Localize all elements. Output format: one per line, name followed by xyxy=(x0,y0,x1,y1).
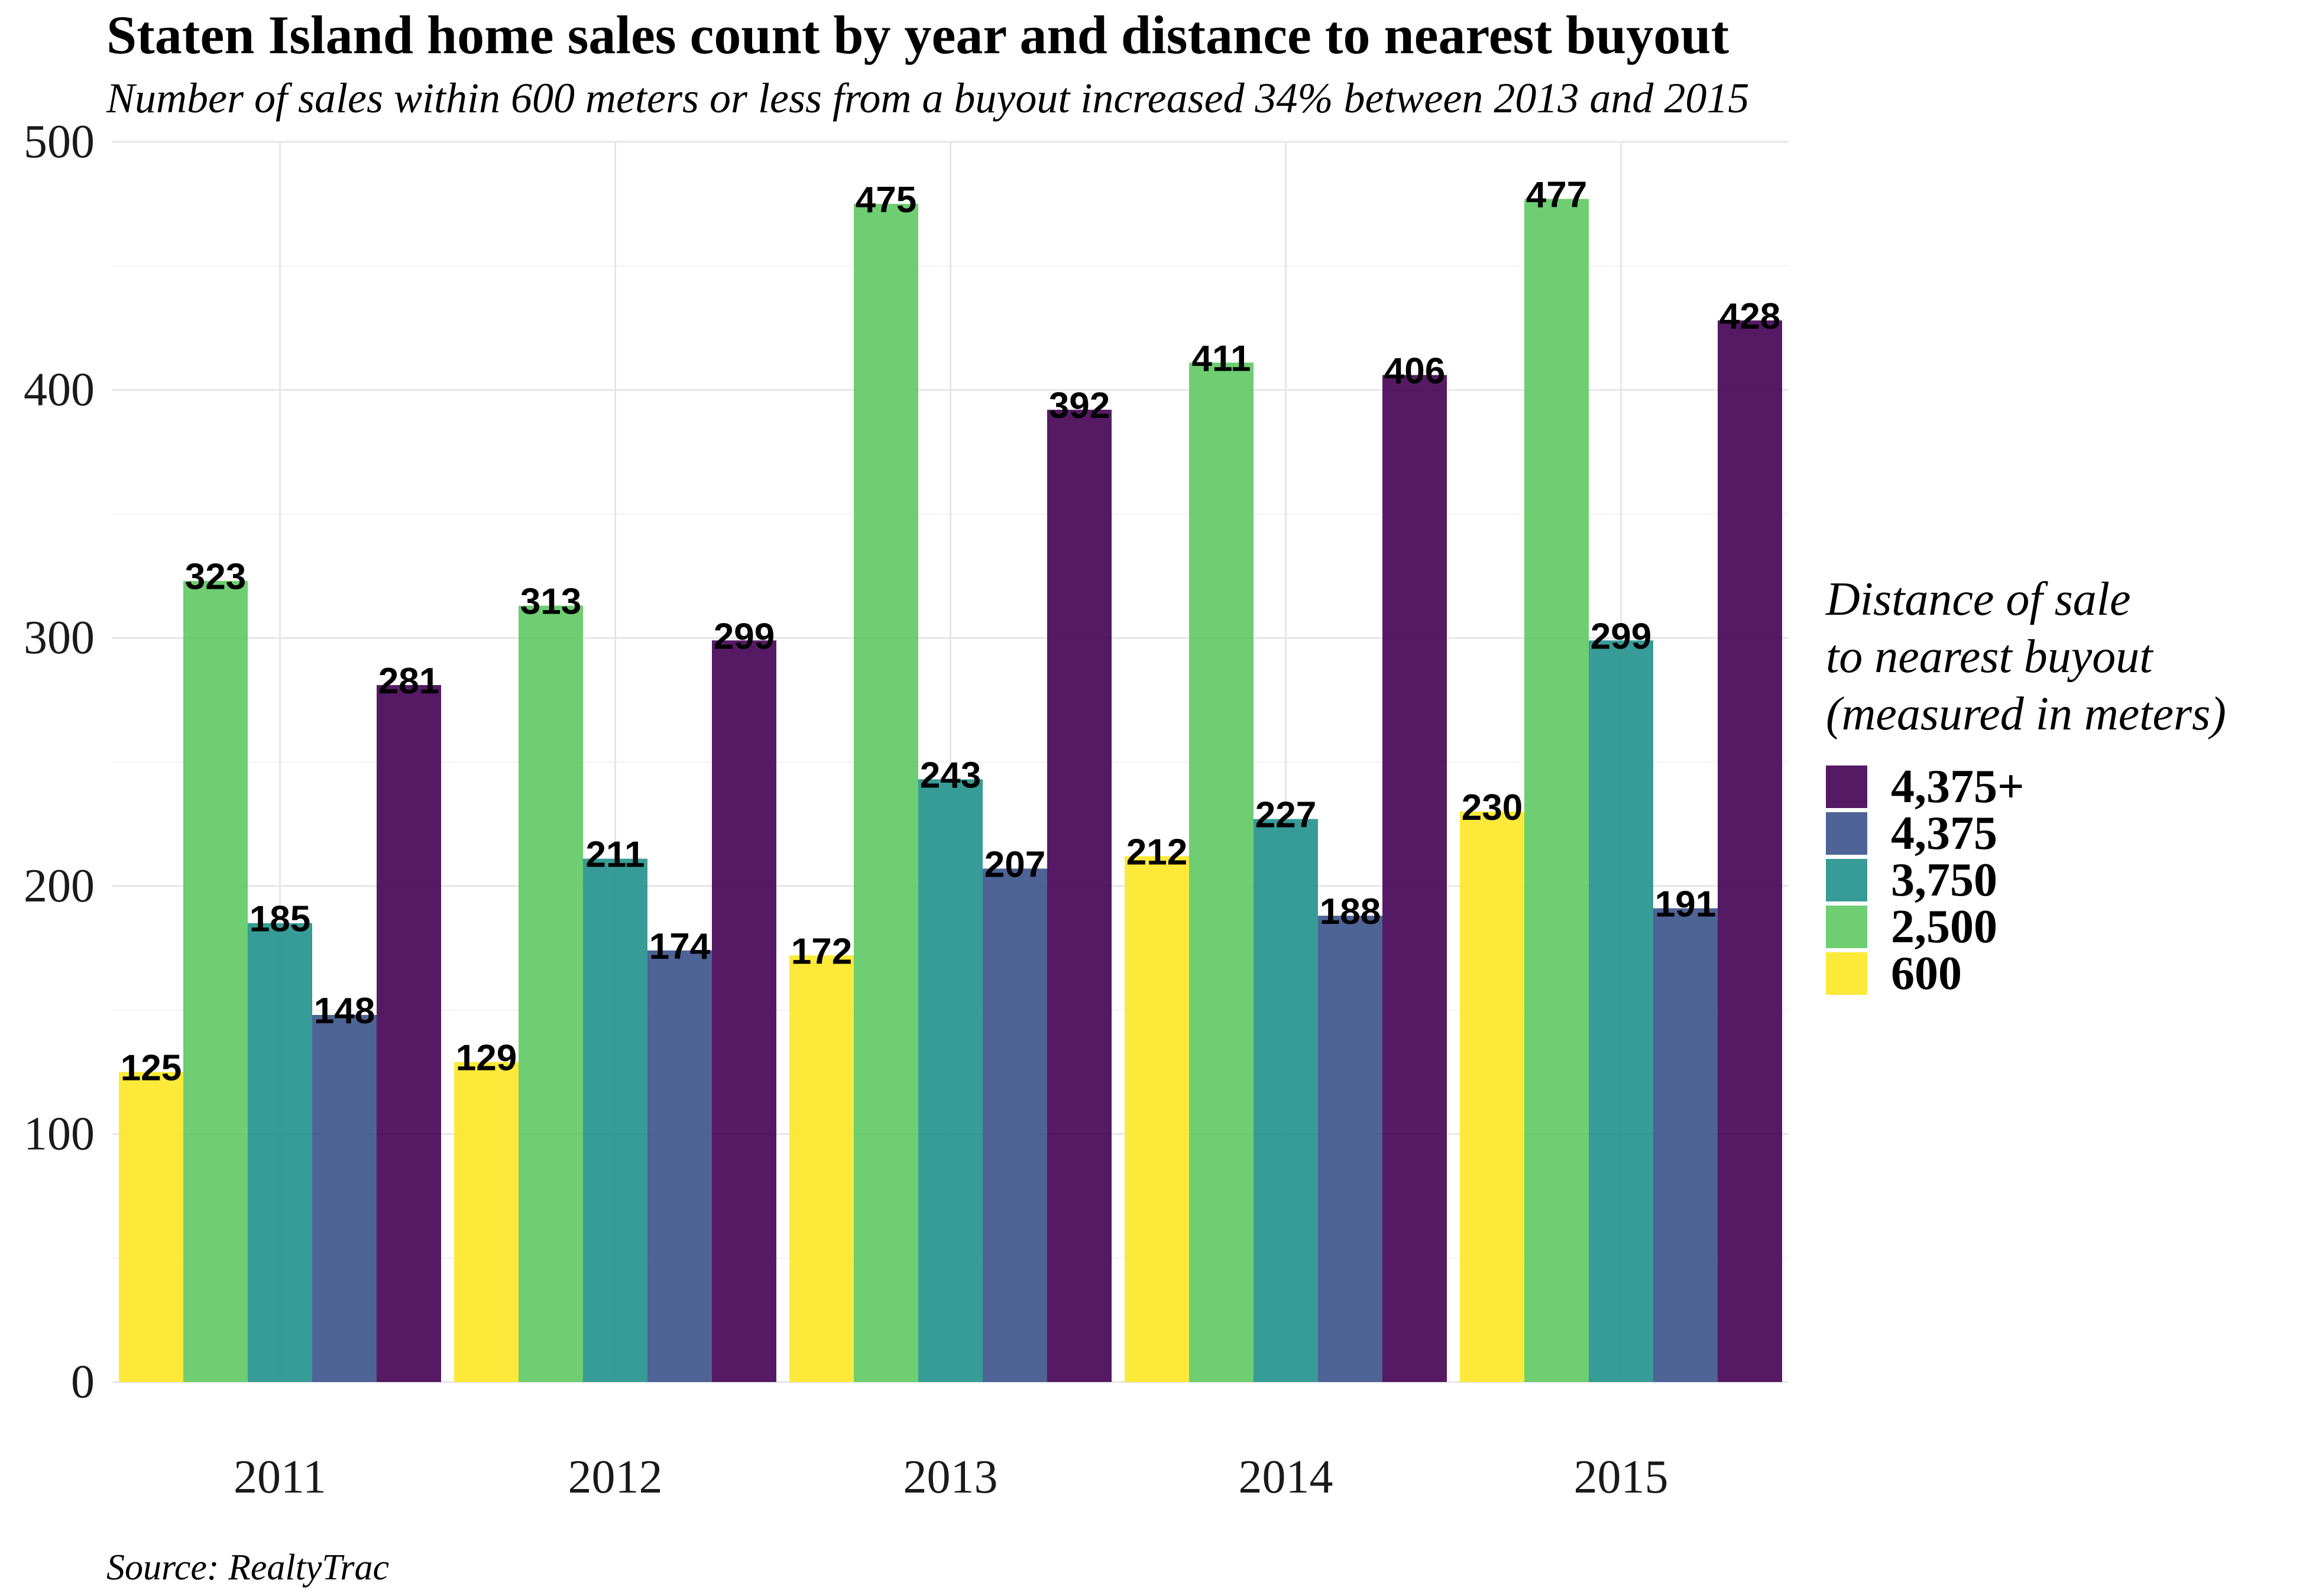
bar-value-label: 125 xyxy=(121,1048,182,1089)
chart-caption: Source: RealtyTrac xyxy=(106,1548,389,1588)
bar xyxy=(1047,410,1112,1383)
y-tick-label: 400 xyxy=(24,364,95,416)
x-tick-label: 2011 xyxy=(234,1451,326,1503)
x-tick-label: 2015 xyxy=(1574,1451,1669,1503)
value-labels: 125 323 185 148 281 129 313 211 174 299 172 475 243 2… xyxy=(121,175,1780,1089)
y-tick-label: 300 xyxy=(24,612,95,664)
legend-title: Distance of sale xyxy=(1825,573,2130,625)
bar-value-label: 428 xyxy=(1719,296,1780,337)
bar xyxy=(183,580,248,1382)
x-tick-label: 2013 xyxy=(903,1451,998,1503)
bar xyxy=(854,203,918,1382)
legend-label: 600 xyxy=(1891,948,1962,1000)
bar-value-label: 129 xyxy=(456,1038,517,1079)
bar-value-label: 148 xyxy=(314,991,375,1031)
bar xyxy=(647,950,712,1382)
bar-value-label: 406 xyxy=(1384,351,1445,391)
bar xyxy=(918,779,983,1382)
legend-key xyxy=(1826,812,1867,855)
bar xyxy=(1718,320,1782,1382)
bar-value-label: 212 xyxy=(1126,832,1187,872)
legend-key xyxy=(1826,859,1867,901)
bar xyxy=(1653,908,1718,1382)
bar-value-label: 299 xyxy=(1591,616,1651,657)
legend-label: 4,375+ xyxy=(1891,761,2025,813)
bar-value-label: 191 xyxy=(1655,884,1716,925)
bars xyxy=(119,199,1782,1383)
bar xyxy=(377,685,441,1382)
y-tick-label: 100 xyxy=(24,1108,95,1160)
bar xyxy=(1589,640,1653,1382)
bar xyxy=(983,868,1047,1382)
bar-value-label: 281 xyxy=(378,661,439,702)
y-axis-ticks: 0 100 200 300 400 500 xyxy=(24,116,95,1408)
bar xyxy=(1254,819,1318,1382)
legend-key xyxy=(1826,906,1867,948)
bar xyxy=(1318,916,1382,1382)
bar xyxy=(1382,375,1447,1382)
bar xyxy=(312,1014,377,1382)
bar-value-label: 299 xyxy=(714,616,775,657)
bar-value-label: 227 xyxy=(1255,795,1316,836)
x-tick-label: 2014 xyxy=(1239,1451,1333,1503)
bar-value-label: 230 xyxy=(1462,787,1523,828)
chart-title: Staten Island home sales count by year a… xyxy=(106,5,1729,65)
legend-title: to nearest buyout xyxy=(1826,631,2153,683)
legend-title: (measured in meters) xyxy=(1826,688,2226,740)
bar xyxy=(248,923,312,1382)
y-tick-label: 0 xyxy=(71,1356,95,1408)
bar-value-label: 188 xyxy=(1320,891,1381,932)
bar xyxy=(1460,811,1524,1382)
bar xyxy=(1189,362,1254,1382)
legend-label: 3,750 xyxy=(1891,854,1997,906)
chart-subtitle: Number of sales within 600 meters or les… xyxy=(106,74,1749,122)
bar xyxy=(519,605,583,1382)
bar-value-label: 243 xyxy=(920,755,981,796)
bar-value-label: 207 xyxy=(984,844,1045,885)
bar-value-label: 185 xyxy=(250,899,310,940)
x-tick-label: 2012 xyxy=(568,1451,663,1503)
bar-value-label: 172 xyxy=(791,931,852,972)
bar xyxy=(712,640,776,1382)
bar-value-label: 477 xyxy=(1526,175,1587,216)
bar-value-label: 323 xyxy=(185,557,246,598)
bar-value-label: 475 xyxy=(856,180,916,220)
bar-value-label: 392 xyxy=(1049,385,1110,426)
bar-value-label: 211 xyxy=(585,835,644,875)
y-tick-label: 200 xyxy=(24,860,95,912)
bar xyxy=(454,1062,519,1382)
x-axis-ticks: 2011 2012 2013 2014 2015 xyxy=(234,1451,1669,1503)
bar-value-label: 411 xyxy=(1191,338,1251,379)
legend-label: 4,375 xyxy=(1891,807,1997,859)
bar xyxy=(789,955,854,1382)
legend-key xyxy=(1826,765,1867,808)
bar-value-label: 174 xyxy=(649,926,711,967)
y-tick-label: 500 xyxy=(24,116,95,168)
bar xyxy=(583,858,647,1382)
legend-key xyxy=(1826,952,1867,995)
bar-value-label: 313 xyxy=(520,582,581,622)
bar xyxy=(119,1072,183,1382)
legend-label: 2,500 xyxy=(1891,901,1997,953)
bar xyxy=(1524,199,1589,1382)
bar xyxy=(1125,856,1189,1382)
legend: Distance of sale to nearest buyout(measur… xyxy=(1825,573,2226,1000)
